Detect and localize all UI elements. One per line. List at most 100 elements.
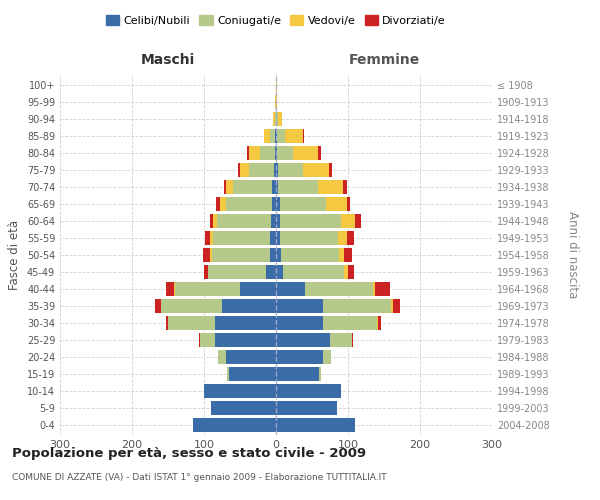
Legend: Celibi/Nubili, Coniugati/e, Vedovi/e, Divorziati/e: Celibi/Nubili, Coniugati/e, Vedovi/e, Di… [101, 10, 451, 30]
Bar [175, 282, 240, 296]
Bar [220, 197, 226, 212]
Bar [276, 214, 280, 228]
Bar [226, 197, 272, 212]
Bar [352, 332, 353, 347]
Bar [277, 129, 284, 144]
Bar [276, 78, 277, 92]
Bar [391, 298, 392, 313]
Bar [276, 95, 277, 110]
Text: Femmine: Femmine [349, 52, 419, 66]
Bar [355, 214, 361, 228]
Bar [269, 129, 275, 144]
Bar [208, 265, 266, 279]
Bar [319, 146, 320, 160]
Y-axis label: Anni di nascita: Anni di nascita [566, 212, 579, 298]
Bar [276, 163, 278, 178]
Bar [323, 350, 331, 364]
Bar [277, 146, 293, 160]
Bar [276, 384, 341, 398]
Bar [212, 248, 269, 262]
Bar [215, 316, 276, 330]
Bar [304, 163, 329, 178]
Bar [326, 197, 347, 212]
Bar [376, 282, 390, 296]
Bar [211, 248, 212, 262]
Bar [264, 129, 269, 144]
Bar [377, 316, 381, 330]
Text: Popolazione per età, sesso e stato civile - 2009: Popolazione per età, sesso e stato civil… [12, 448, 366, 460]
Bar [280, 197, 326, 212]
Bar [272, 197, 276, 212]
Bar [250, 146, 260, 160]
Bar [341, 214, 355, 228]
Bar [275, 112, 276, 126]
Bar [276, 112, 278, 126]
Bar [323, 298, 391, 313]
Bar [347, 197, 350, 212]
Bar [338, 248, 344, 262]
Bar [344, 248, 352, 262]
Bar [260, 146, 275, 160]
Bar [347, 231, 354, 245]
Bar [280, 231, 338, 245]
Bar [392, 298, 400, 313]
Bar [318, 180, 343, 194]
Bar [212, 231, 270, 245]
Bar [276, 316, 323, 330]
Bar [166, 316, 168, 330]
Bar [205, 231, 211, 245]
Bar [227, 366, 229, 381]
Bar [226, 180, 233, 194]
Bar [305, 282, 373, 296]
Bar [276, 332, 330, 347]
Bar [344, 265, 348, 279]
Bar [330, 332, 352, 347]
Bar [233, 180, 272, 194]
Bar [293, 146, 319, 160]
Bar [210, 214, 214, 228]
Bar [271, 214, 276, 228]
Bar [276, 400, 337, 415]
Bar [278, 180, 318, 194]
Bar [238, 163, 240, 178]
Bar [216, 197, 220, 212]
Bar [155, 298, 161, 313]
Bar [275, 146, 276, 160]
Bar [281, 248, 338, 262]
Bar [273, 112, 275, 126]
Bar [200, 332, 215, 347]
Bar [218, 350, 226, 364]
Bar [211, 231, 212, 245]
Bar [166, 282, 175, 296]
Bar [276, 418, 355, 432]
Bar [302, 129, 304, 144]
Bar [276, 282, 305, 296]
Bar [211, 400, 276, 415]
Bar [276, 248, 281, 262]
Bar [217, 214, 271, 228]
Bar [276, 298, 323, 313]
Bar [276, 350, 323, 364]
Bar [269, 248, 276, 262]
Bar [274, 163, 276, 178]
Bar [276, 180, 278, 194]
Bar [248, 163, 274, 178]
Y-axis label: Fasce di età: Fasce di età [8, 220, 21, 290]
Bar [280, 214, 341, 228]
Bar [348, 265, 354, 279]
Bar [284, 129, 302, 144]
Bar [266, 265, 276, 279]
Bar [215, 332, 276, 347]
Bar [161, 298, 222, 313]
Bar [276, 231, 280, 245]
Bar [275, 129, 276, 144]
Bar [373, 282, 376, 296]
Bar [329, 163, 332, 178]
Bar [272, 180, 276, 194]
Bar [204, 384, 276, 398]
Text: COMUNE DI AZZATE (VA) - Dati ISTAT 1° gennaio 2009 - Elaborazione TUTTITALIA.IT: COMUNE DI AZZATE (VA) - Dati ISTAT 1° ge… [12, 472, 386, 482]
Bar [323, 316, 377, 330]
Bar [276, 129, 277, 144]
Bar [222, 298, 276, 313]
Bar [338, 231, 347, 245]
